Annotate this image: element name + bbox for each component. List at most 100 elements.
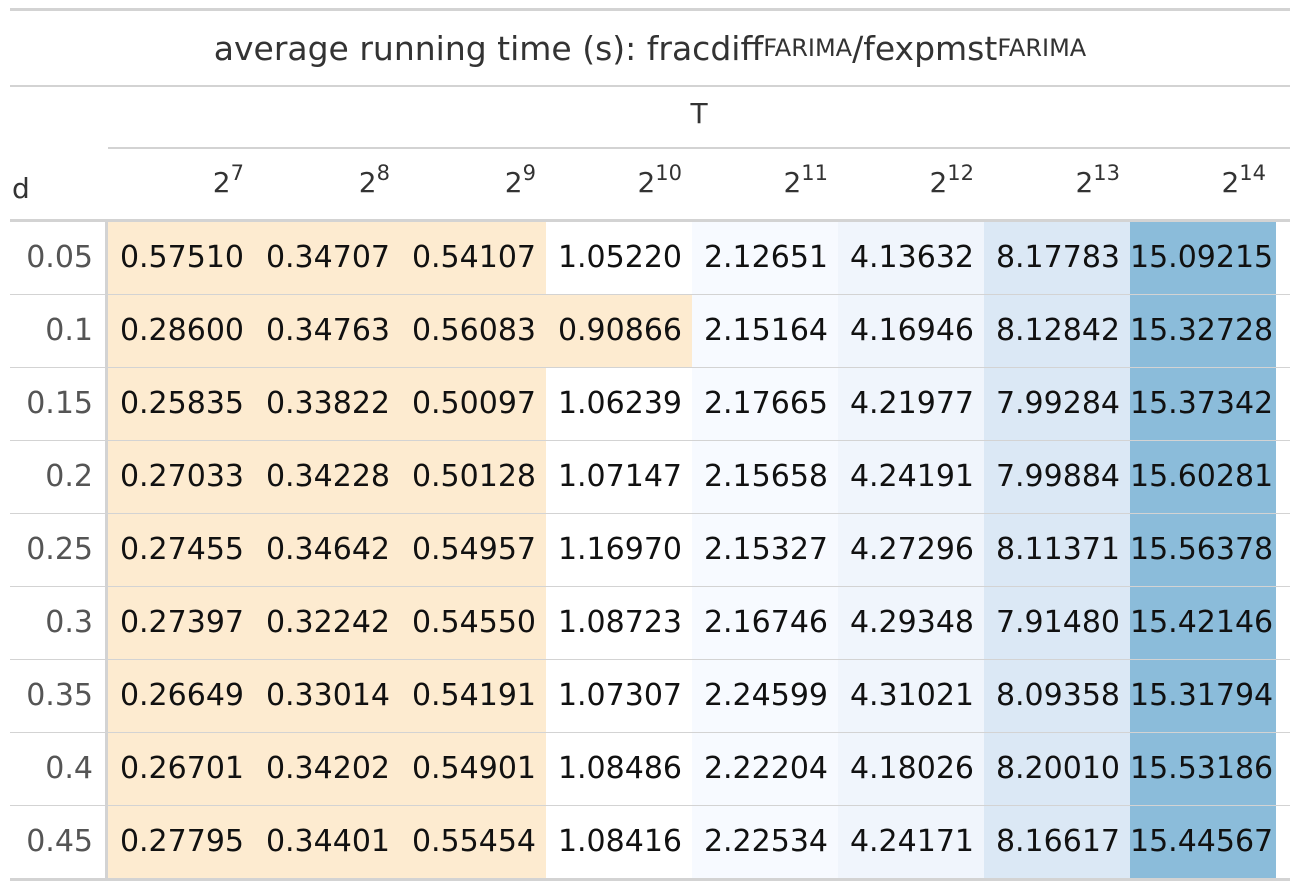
table-cell: 15.09215 xyxy=(1130,222,1276,294)
row-label: 0.35 xyxy=(10,660,108,732)
table-cell: 0.54957 xyxy=(400,514,546,586)
table-cell: 2.22534 xyxy=(692,806,838,878)
table-cell: 0.27455 xyxy=(108,514,254,586)
table-container: average running time (s): fracdiff FARIMA… xyxy=(10,8,1290,881)
spanner-rule xyxy=(108,147,1290,149)
table-cell: 0.34228 xyxy=(254,441,400,513)
table-cell: 0.34707 xyxy=(254,222,400,294)
table-cell: 8.12842 xyxy=(984,295,1130,367)
table-cell: 0.34202 xyxy=(254,733,400,805)
table-cell: 8.20010 xyxy=(984,733,1130,805)
column-header: 211 xyxy=(783,161,828,199)
table-cell: 1.08723 xyxy=(546,587,692,659)
title-sub-1: FARIMA xyxy=(763,34,853,62)
table-cell: 4.21977 xyxy=(838,368,984,440)
table-cell: 4.24191 xyxy=(838,441,984,513)
table-cell: 4.31021 xyxy=(838,660,984,732)
column-header: 29 xyxy=(504,161,536,199)
table-row: 0.3 0.27397 0.32242 0.54550 1.08723 2.16746 4.… xyxy=(10,587,1290,660)
top-rule xyxy=(10,8,1290,11)
table-cell: 0.56083 xyxy=(400,295,546,367)
column-header: 212 xyxy=(929,161,974,199)
table-cell: 2.24599 xyxy=(692,660,838,732)
table-cell: 1.07307 xyxy=(546,660,692,732)
table-cell: 2.22204 xyxy=(692,733,838,805)
table-cell: 2.15327 xyxy=(692,514,838,586)
column-header: 27 xyxy=(212,161,244,199)
table-cell: 15.56378 xyxy=(1130,514,1276,586)
column-header: 214 xyxy=(1221,161,1266,199)
stub-header: d xyxy=(12,172,30,205)
table-cell: 15.53186 xyxy=(1130,733,1276,805)
table-cell: 0.26701 xyxy=(108,733,254,805)
table-cell: 7.99284 xyxy=(984,368,1130,440)
table-cell: 0.26649 xyxy=(108,660,254,732)
column-header-row: d 27 28 29 210 211 212 213 214 xyxy=(10,149,1290,222)
table-cell: 4.13632 xyxy=(838,222,984,294)
table-row: 0.1 0.28600 0.34763 0.56083 0.90866 2.15164 4.… xyxy=(10,295,1290,368)
table-cell: 4.29348 xyxy=(838,587,984,659)
table-cell: 0.33822 xyxy=(254,368,400,440)
table-cell: 0.34401 xyxy=(254,806,400,878)
table-cell: 7.99884 xyxy=(984,441,1130,513)
table-cell: 0.27795 xyxy=(108,806,254,878)
row-label: 0.3 xyxy=(10,587,108,659)
table-cell: 0.28600 xyxy=(108,295,254,367)
table-cell: 4.24171 xyxy=(838,806,984,878)
table-cell: 4.27296 xyxy=(838,514,984,586)
table-title: average running time (s): fracdiff FARIMA… xyxy=(10,11,1290,87)
table-cell: 0.25835 xyxy=(108,368,254,440)
table-cell: 0.27033 xyxy=(108,441,254,513)
table-cell: 0.54191 xyxy=(400,660,546,732)
table-body: 0.05 0.57510 0.34707 0.54107 1.05220 2.12651 4… xyxy=(10,222,1290,881)
table-cell: 1.08486 xyxy=(546,733,692,805)
table-row: 0.25 0.27455 0.34642 0.54957 1.16970 2.15327 4… xyxy=(10,514,1290,587)
table-cell: 0.34763 xyxy=(254,295,400,367)
table-cell: 0.32242 xyxy=(254,587,400,659)
table-cell: 15.42146 xyxy=(1130,587,1276,659)
column-header: 210 xyxy=(637,161,682,199)
column-header: 28 xyxy=(358,161,390,199)
row-label: 0.4 xyxy=(10,733,108,805)
table-cell: 15.32728 xyxy=(1130,295,1276,367)
table-cell: 0.54107 xyxy=(400,222,546,294)
table-cell: 2.12651 xyxy=(692,222,838,294)
table-cell: 15.37342 xyxy=(1130,368,1276,440)
table-cell: 1.07147 xyxy=(546,441,692,513)
table-cell: 2.15658 xyxy=(692,441,838,513)
table-cell: 15.31794 xyxy=(1130,660,1276,732)
table-cell: 4.18026 xyxy=(838,733,984,805)
row-label: 0.2 xyxy=(10,441,108,513)
spanner-label: T xyxy=(690,97,708,130)
table-cell: 1.05220 xyxy=(546,222,692,294)
table-cell: 0.54901 xyxy=(400,733,546,805)
table-cell: 1.06239 xyxy=(546,368,692,440)
table-row: 0.05 0.57510 0.34707 0.54107 1.05220 2.12651 4… xyxy=(10,222,1290,295)
table-cell: 0.54550 xyxy=(400,587,546,659)
table-cell: 0.33014 xyxy=(254,660,400,732)
table-row: 0.15 0.25835 0.33822 0.50097 1.06239 2.17665 4… xyxy=(10,368,1290,441)
table-cell: 0.50128 xyxy=(400,441,546,513)
table-cell: 15.44567 xyxy=(1130,806,1276,878)
table-cell: 8.11371 xyxy=(984,514,1130,586)
table-row: 0.35 0.26649 0.33014 0.54191 1.07307 2.24599 4… xyxy=(10,660,1290,733)
row-label: 0.25 xyxy=(10,514,108,586)
table-cell: 0.55454 xyxy=(400,806,546,878)
table-cell: 2.15164 xyxy=(692,295,838,367)
table-cell: 0.57510 xyxy=(108,222,254,294)
table-cell: 0.27397 xyxy=(108,587,254,659)
table-cell: 8.17783 xyxy=(984,222,1130,294)
row-label: 0.1 xyxy=(10,295,108,367)
column-header: 213 xyxy=(1075,161,1120,199)
table-row: 0.2 0.27033 0.34228 0.50128 1.07147 2.15658 4.… xyxy=(10,441,1290,514)
table-cell: 0.50097 xyxy=(400,368,546,440)
title-prefix: average running time (s): fracdiff xyxy=(213,28,764,68)
table-cell: 8.09358 xyxy=(984,660,1130,732)
table-cell: 8.16617 xyxy=(984,806,1130,878)
row-label: 0.05 xyxy=(10,222,108,294)
table-row: 0.4 0.26701 0.34202 0.54901 1.08486 2.22204 4.… xyxy=(10,733,1290,806)
table-cell: 1.08416 xyxy=(546,806,692,878)
table-cell: 2.16746 xyxy=(692,587,838,659)
row-label: 0.15 xyxy=(10,368,108,440)
table-cell: 7.91480 xyxy=(984,587,1130,659)
